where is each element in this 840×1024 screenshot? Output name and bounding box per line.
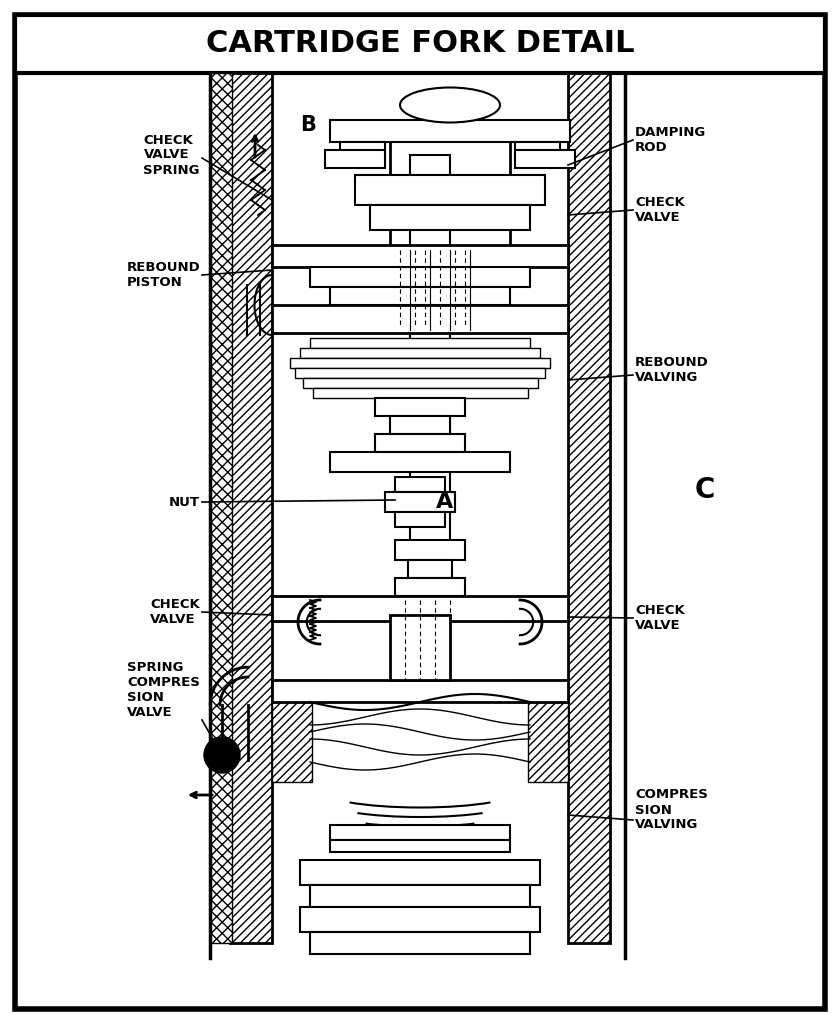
Bar: [310, 885, 530, 907]
Text: A: A: [436, 492, 454, 512]
Text: CHECK
VALVE: CHECK VALVE: [635, 196, 685, 224]
Text: SPRING
COMPRES
SION
VALVE: SPRING COMPRES SION VALVE: [127, 662, 200, 719]
Bar: [408, 560, 452, 578]
Circle shape: [204, 737, 240, 773]
Bar: [313, 388, 528, 398]
Bar: [272, 596, 568, 621]
Bar: [272, 680, 568, 702]
Bar: [515, 150, 575, 168]
Bar: [330, 452, 510, 472]
Text: C: C: [695, 476, 716, 504]
Bar: [330, 120, 570, 142]
Bar: [15, 15, 825, 73]
Bar: [508, 596, 568, 621]
Bar: [272, 680, 332, 702]
Bar: [330, 287, 510, 305]
Bar: [272, 702, 312, 782]
Bar: [390, 416, 450, 434]
Bar: [330, 825, 510, 840]
Bar: [395, 512, 445, 527]
Bar: [410, 155, 450, 635]
Text: REBOUND
VALVING: REBOUND VALVING: [635, 356, 709, 384]
Bar: [310, 338, 530, 348]
Bar: [300, 907, 540, 932]
Bar: [330, 840, 510, 852]
Bar: [375, 398, 465, 416]
Bar: [325, 150, 385, 168]
Bar: [295, 368, 545, 378]
Bar: [395, 578, 465, 596]
Bar: [310, 932, 530, 954]
Text: CHECK
VALVE: CHECK VALVE: [635, 604, 685, 632]
Bar: [290, 358, 550, 368]
Text: CHECK
VALVE: CHECK VALVE: [150, 598, 200, 626]
Bar: [310, 267, 530, 287]
Bar: [395, 477, 445, 492]
Bar: [568, 73, 610, 943]
Bar: [390, 120, 510, 250]
Bar: [303, 378, 538, 388]
Text: NUT: NUT: [169, 496, 200, 509]
Bar: [230, 73, 272, 943]
Text: B: B: [300, 115, 316, 135]
Bar: [515, 142, 560, 160]
Bar: [528, 702, 568, 782]
Bar: [300, 860, 540, 885]
Text: COMPRES
SION
VALVING: COMPRES SION VALVING: [635, 788, 708, 831]
Bar: [355, 175, 545, 205]
Text: DAMPING
ROD: DAMPING ROD: [635, 126, 706, 154]
Bar: [272, 245, 568, 267]
Bar: [272, 305, 568, 333]
Bar: [390, 615, 450, 680]
Bar: [385, 492, 455, 512]
Text: CARTRIDGE FORK DETAIL: CARTRIDGE FORK DETAIL: [206, 30, 634, 58]
Bar: [508, 680, 568, 702]
Bar: [272, 596, 332, 621]
Bar: [340, 142, 385, 160]
Bar: [370, 205, 530, 230]
Ellipse shape: [400, 87, 500, 123]
Bar: [300, 348, 540, 358]
Bar: [375, 434, 465, 452]
Text: CHECK
VALVE
SPRING: CHECK VALVE SPRING: [144, 133, 200, 176]
Text: REBOUND
PISTON: REBOUND PISTON: [126, 261, 200, 289]
Bar: [395, 540, 465, 560]
Bar: [210, 73, 232, 943]
